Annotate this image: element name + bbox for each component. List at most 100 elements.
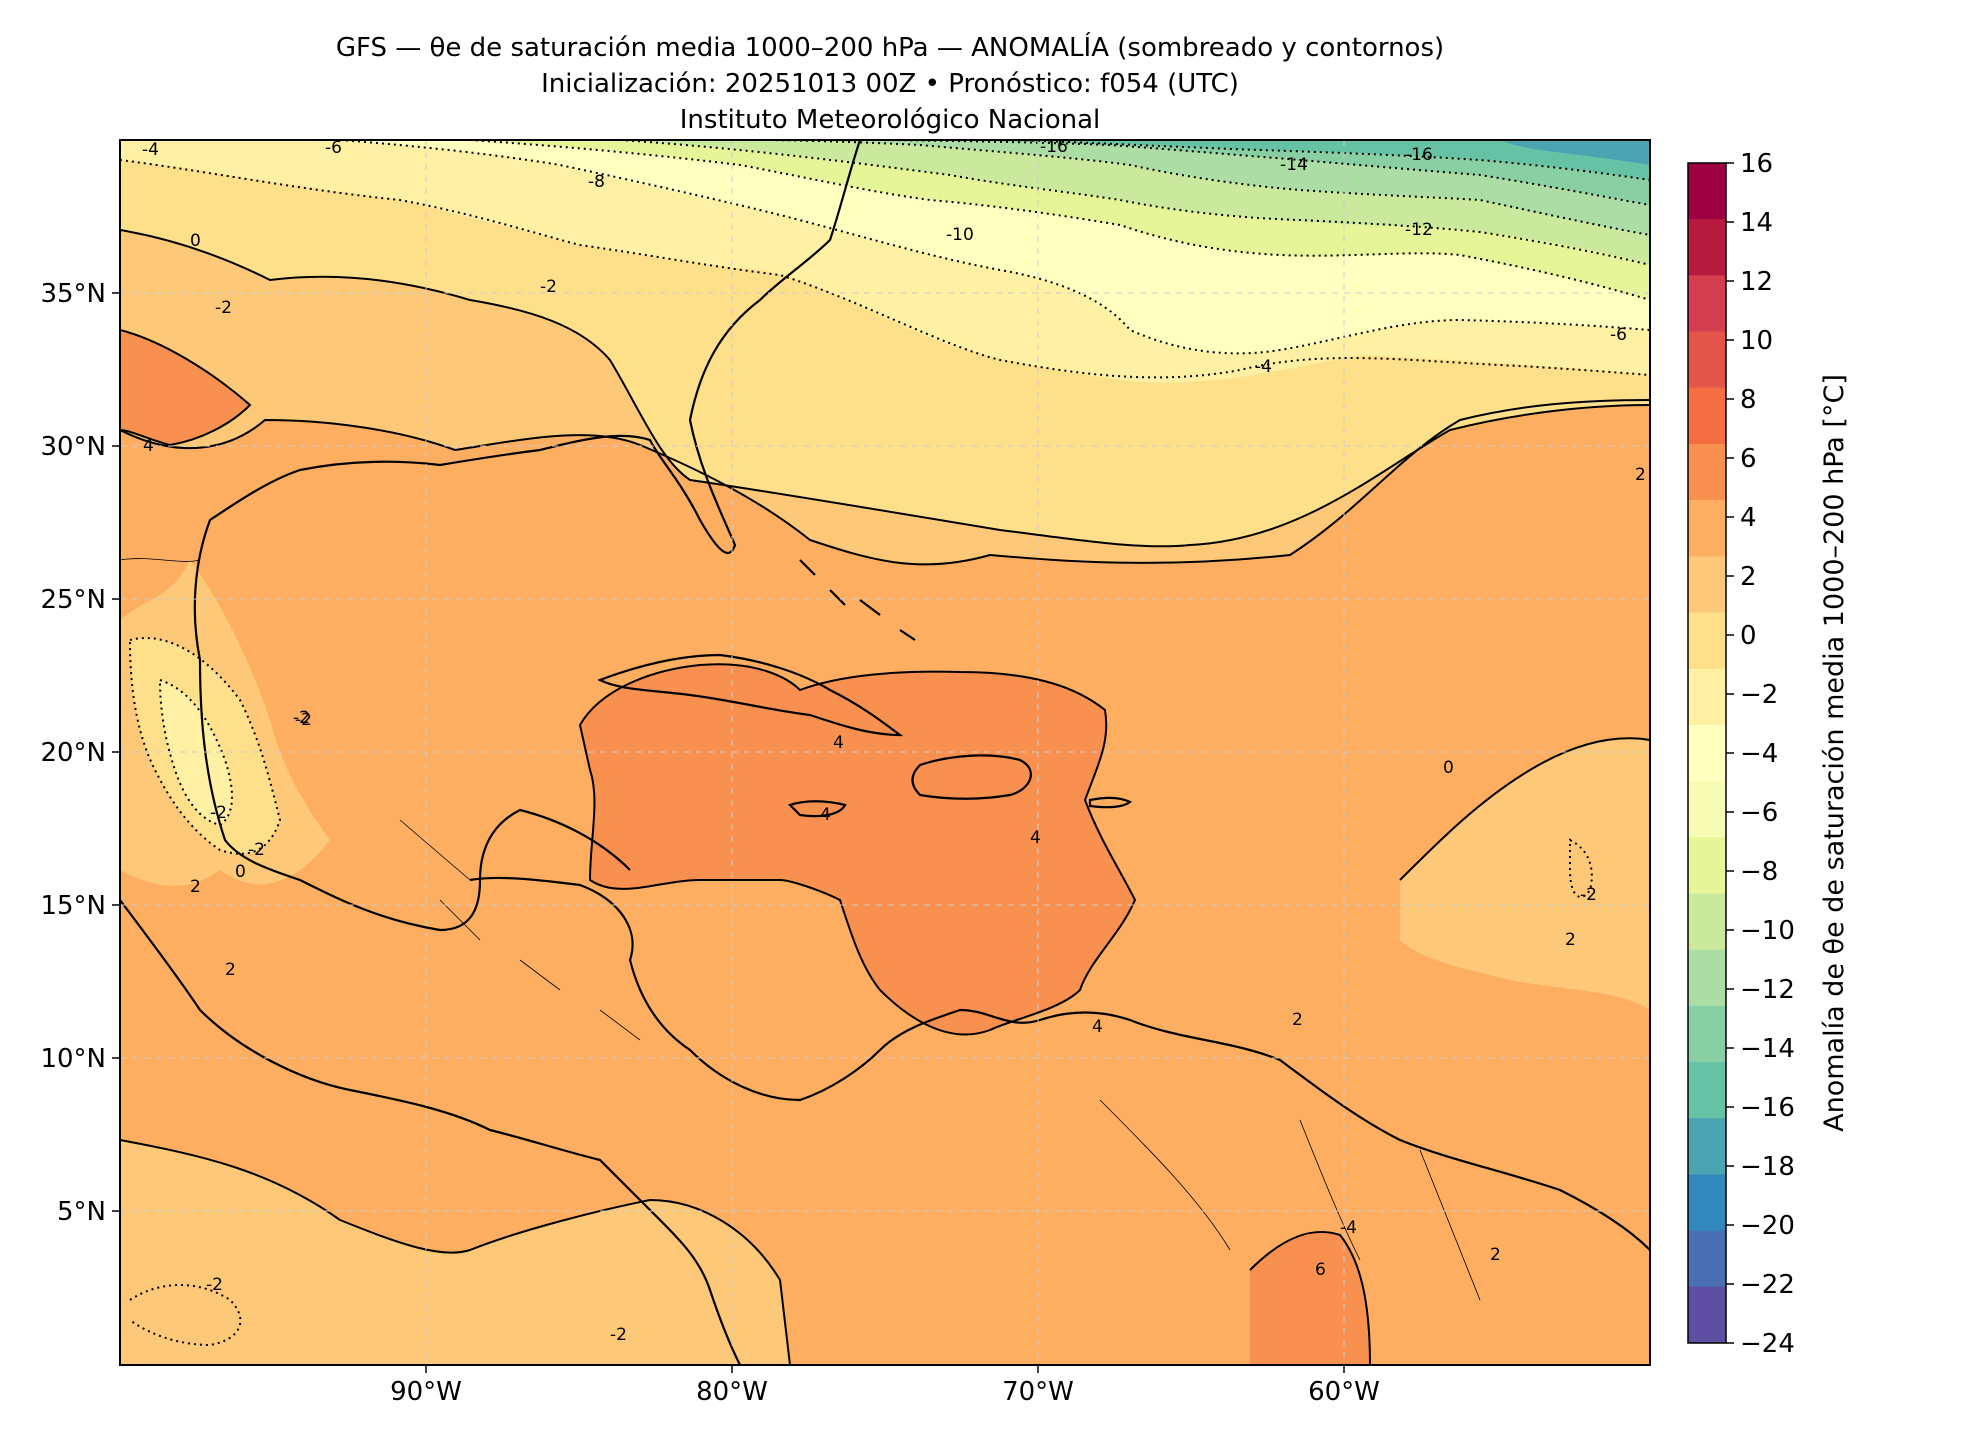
colorbar-cell <box>1688 1118 1726 1175</box>
negative-contours <box>120 140 1650 1347</box>
positive-contours <box>120 229 1650 1365</box>
colorbar-cell <box>1688 724 1726 782</box>
contour-label: -2 <box>610 1325 627 1345</box>
contour-minus-2-mexico <box>129 637 282 855</box>
contour-label: -16 <box>1040 137 1068 157</box>
anomaly-band-minus-16-minus-14 <box>1020 140 1650 180</box>
colorbar-tick-label: −24 <box>1740 1329 1795 1359</box>
colorbar-tick-label: −2 <box>1740 680 1778 710</box>
contour-minus-2 <box>120 159 1650 379</box>
colorbar-tick-label: −10 <box>1740 916 1795 946</box>
longitude-labels: 90°W 80°W 70°W 60°W <box>390 1365 1380 1407</box>
colorbar-tick-label: 14 <box>1740 208 1773 238</box>
contour-minus-6 <box>469 140 1650 301</box>
contour-label: 2 <box>190 877 201 897</box>
contour-0 <box>120 229 1650 548</box>
contour-label: 2 <box>225 960 236 980</box>
lon-tick-label: 80°W <box>696 1377 768 1407</box>
contour-label: -2 <box>210 803 227 823</box>
border-central-america <box>399 819 641 1041</box>
contour-label: -4 <box>1340 1218 1357 1238</box>
colorbar-tick-label: −4 <box>1740 739 1778 769</box>
chart-subtitle: Inicialización: 20251013 00Z • Pronóstic… <box>541 69 1239 99</box>
contour-label: 0 <box>235 862 246 882</box>
coastline-cuba <box>597 653 904 737</box>
contour-label: -2 <box>215 298 232 318</box>
contour-label: 4 <box>143 436 154 456</box>
colorbar-cell <box>1688 1286 1726 1344</box>
lon-tick-label: 60°W <box>1308 1377 1380 1407</box>
anomaly-band-4-6-south-america <box>1250 1231 1370 1365</box>
colorbar-cell <box>1688 949 1726 1007</box>
contour-label: 2 <box>1635 465 1646 485</box>
contour-label: -2 <box>1580 885 1597 905</box>
contour-label: -14 <box>1280 155 1308 175</box>
colorbar-tick-label: −12 <box>1740 975 1795 1005</box>
colorbar-tick-label: 6 <box>1740 444 1757 474</box>
colorbar-tick-label: 8 <box>1740 385 1757 415</box>
colorbar-cell <box>1688 387 1726 445</box>
colorbar-cell <box>1688 219 1726 276</box>
coastline-central-america-caribbean <box>469 876 1650 1251</box>
lon-tick-label: 90°W <box>390 1377 462 1407</box>
contour-4-caribbean <box>578 663 1137 1036</box>
contour-label: -2 <box>248 840 265 860</box>
contour-label: 4 <box>820 805 831 825</box>
contour-label: 4 <box>1030 828 1041 848</box>
anomaly-band-0-2-pacific <box>120 1140 790 1365</box>
anomaly-band-minus-18-minus-16 <box>1500 140 1650 165</box>
colorbar-cell <box>1688 331 1726 389</box>
colorbar-ticks: 16 14 12 10 8 6 4 2 0 −2 −4 −6 −8 −10 −12 −14 −16 −18 −20 −… <box>1726 149 1795 1359</box>
contour-label: 2 <box>1565 930 1576 950</box>
contour-minus-14 <box>1019 140 1650 181</box>
contour-label: -10 <box>946 225 974 245</box>
contour-2-pacific <box>120 1139 791 1365</box>
colorbar-cell <box>1688 612 1726 670</box>
colorbar-tick-label: 16 <box>1740 149 1773 179</box>
coastline-gulf-of-mexico <box>193 140 862 932</box>
contour-label: -6 <box>325 138 342 158</box>
lon-tick-label: 70°W <box>1002 1377 1074 1407</box>
contour-label: -4 <box>142 140 159 160</box>
colorbar-cell <box>1688 275 1726 333</box>
colorbar-label: Anomalía de θe de saturación media 1000–… <box>1819 374 1850 1132</box>
colorbar-tick-label: 12 <box>1740 267 1773 297</box>
colorbar-cell <box>1688 1062 1726 1119</box>
coastline-puerto-rico <box>1088 796 1133 809</box>
contour-label: -12 <box>1405 220 1433 240</box>
colorbar-cell <box>1688 1174 1726 1232</box>
contour-2 <box>120 399 1650 566</box>
chart-title: GFS — θe de saturación media 1000–200 hP… <box>335 33 1445 63</box>
colorbar-cell <box>1688 1230 1726 1288</box>
border-south-america <box>1099 1099 1481 1301</box>
colorbar-cell <box>1688 500 1726 557</box>
country-borders <box>120 558 1481 1301</box>
lat-tick-label: 35°N <box>40 279 106 309</box>
colorbar-tick-label: 2 <box>1740 562 1757 592</box>
title-block: GFS — θe de saturación media 1000–200 hP… <box>120 30 1660 138</box>
colorbar-cell <box>1688 668 1726 726</box>
lat-tick-label: 10°N <box>40 1044 106 1074</box>
coastline-bahamas <box>799 559 916 641</box>
lat-tick-label: 25°N <box>40 585 106 615</box>
colorbar-cell <box>1688 443 1726 501</box>
coastline-jamaica <box>787 800 847 818</box>
colorbar-cell <box>1688 1005 1726 1063</box>
contour-label: 0 <box>190 231 201 251</box>
contour-minus-10 <box>769 140 1650 236</box>
map-panel: -4 -6 -8 -16 -14 -16 -10 -12 0 -2 -2 4 -… <box>40 137 1651 1407</box>
contour-label: -4 <box>1255 357 1272 377</box>
colorbar-tick-label: 4 <box>1740 503 1757 533</box>
contour-label: -2 <box>540 277 557 297</box>
graticule <box>120 140 1650 1365</box>
contour-minus-8 <box>619 140 1650 266</box>
colorbar-tick-label: −6 <box>1740 798 1778 828</box>
colorbar-tick-label: −16 <box>1740 1093 1795 1123</box>
contour-label: 2 <box>1292 1010 1303 1030</box>
contour-labels: -4 -6 -8 -16 -14 -16 -10 -12 0 -2 -2 4 -… <box>142 137 1646 1345</box>
coastlines <box>120 140 1650 1365</box>
coastline-hispaniola <box>911 754 1032 800</box>
anomaly-band-4-6-florida <box>120 330 250 445</box>
contour-label: -8 <box>588 172 605 192</box>
lat-tick-label: 30°N <box>40 432 106 462</box>
